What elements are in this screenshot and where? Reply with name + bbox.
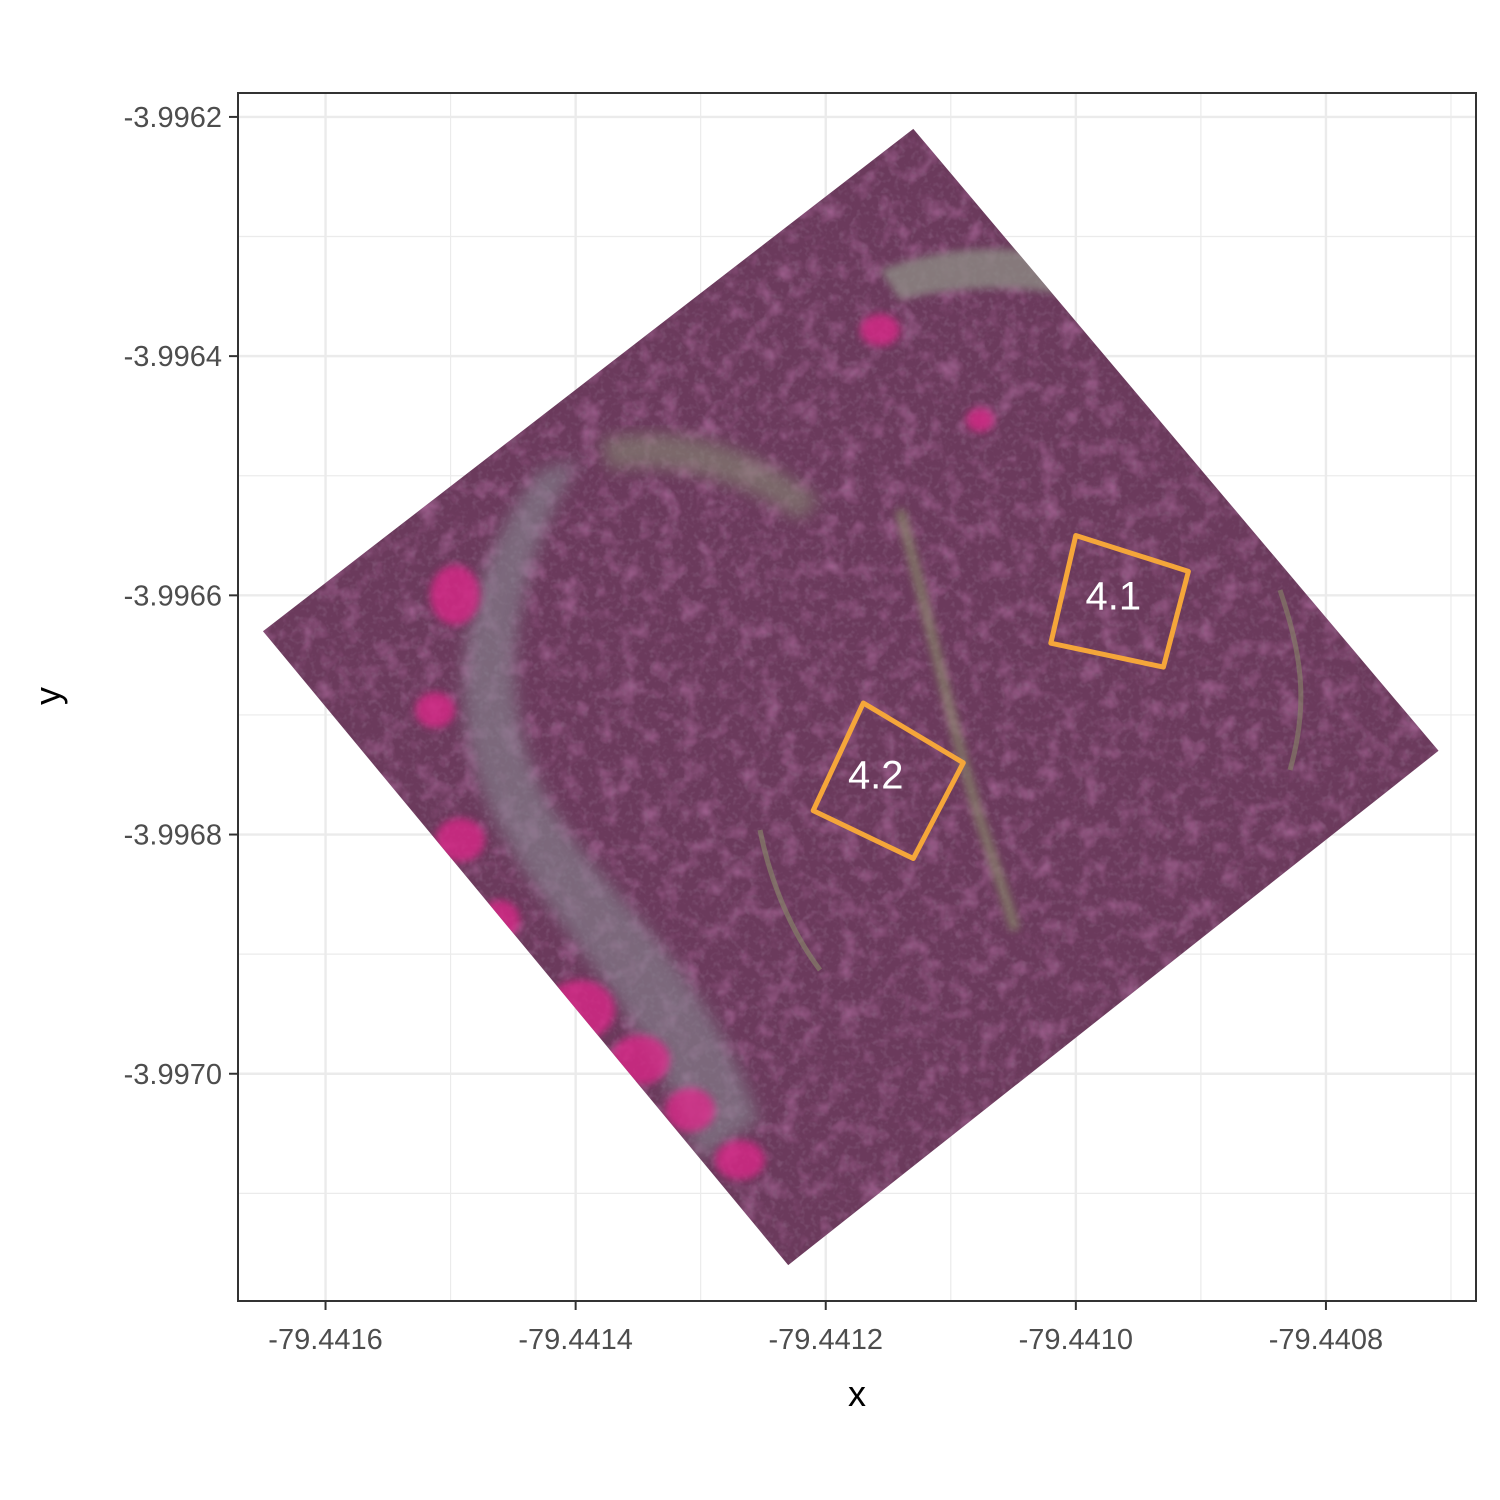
x-tick-label: -79.4416 [268, 1324, 383, 1356]
x-axis: -79.4416 -79.4414 -79.4412 -79.4410 -79.4408 [268, 1301, 1383, 1356]
plot-panel-border [237, 92, 1477, 1302]
raster-trail [895, 508, 1020, 932]
y-tick-label: -3.9962 [124, 102, 222, 134]
raster-grey-band [463, 460, 760, 1160]
plot-polygon-4-2 [810, 700, 966, 861]
y-tick-label: -3.9966 [124, 580, 222, 612]
y-axis: -3.9962 -3.9964 -3.9966 -3.9968 -3.9970 [124, 102, 238, 1091]
y-tick-label: -3.9968 [124, 820, 222, 852]
y-axis-title: y [27, 687, 68, 705]
x-tick-label: -79.4408 [1269, 1324, 1384, 1356]
y-tick-label: -3.9964 [124, 341, 222, 373]
plot-polygon-4-1 [1048, 533, 1191, 670]
plot-polygon-label: 4.1 [1086, 574, 1142, 618]
polygon-layer: 4.1 4.2 [810, 533, 1191, 861]
plot-polygon-label: 4.2 [848, 754, 904, 798]
x-tick-label: -79.4410 [1019, 1324, 1134, 1356]
raster-grey-band-upper [600, 433, 820, 520]
x-tick-label: -79.4414 [518, 1324, 633, 1356]
x-axis-title: x [848, 1373, 866, 1414]
x-tick-label: -79.4412 [768, 1324, 883, 1356]
raster-trail [1277, 589, 1304, 771]
raster-trail [757, 829, 823, 972]
y-tick-label: -3.9970 [124, 1059, 222, 1091]
